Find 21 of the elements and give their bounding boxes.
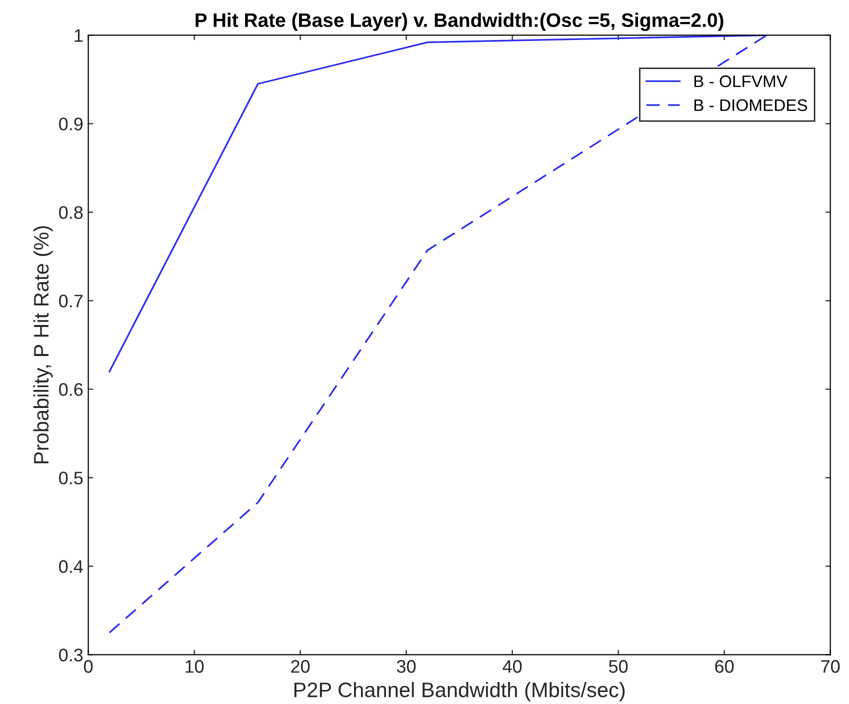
y-tick-label: 0.3 [59,648,83,662]
legend-label: B - OLFVMV [694,75,788,88]
y-tick-label: 0.8 [59,206,83,219]
x-tick-label: 60 [715,660,734,673]
legend-label: B - DIOMEDES [694,99,808,112]
y-tick-label: 0.4 [59,560,83,573]
x-tick-label: 10 [186,660,204,673]
y-axis-title: Probability, P Hit Rate (%) [33,226,53,464]
y-tick-label: 0.5 [59,472,83,484]
chart-title: P Hit Rate (Base Layer) v. Bandwidth:(Osc =5, Sigma=2.0) [196,12,724,31]
y-tick-label: 0.6 [59,383,83,396]
x-tick-label: 70 [821,660,840,673]
x-tick-label: 0 [84,660,93,673]
y-tick-label: 1 [74,29,83,42]
x-tick-label: 50 [608,660,628,673]
y-tick-label: 0.7 [59,294,83,308]
x-axis-title: P2P Channel Bandwidth (Mbits/sec) [294,682,625,702]
x-tick-label: 40 [502,660,522,673]
y-tick-label: 0.9 [59,118,83,130]
x-tick-label: 30 [396,660,416,673]
x-tick-label: 20 [291,660,310,673]
